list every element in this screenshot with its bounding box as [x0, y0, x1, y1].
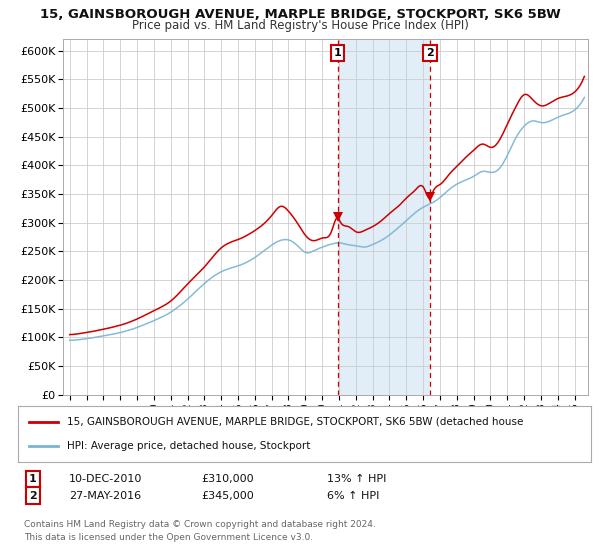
Text: 10-DEC-2010: 10-DEC-2010 [69, 474, 142, 484]
Text: £345,000: £345,000 [201, 491, 254, 501]
Text: 2: 2 [29, 491, 37, 501]
Text: 27-MAY-2016: 27-MAY-2016 [69, 491, 141, 501]
Text: 1: 1 [29, 474, 37, 484]
Text: 2: 2 [426, 48, 434, 58]
Bar [338, 39, 430, 395]
Text: HPI: Average price, detached house, Stockport: HPI: Average price, detached house, Stoc… [67, 441, 310, 451]
Text: Contains HM Land Registry data © Crown copyright and database right 2024.
This d: Contains HM Land Registry data © Crown c… [24, 520, 376, 542]
Text: 1: 1 [334, 48, 341, 58]
Text: Price paid vs. HM Land Registry's House Price Index (HPI): Price paid vs. HM Land Registry's House … [131, 19, 469, 32]
Text: 15, GAINSBOROUGH AVENUE, MARPLE BRIDGE, STOCKPORT, SK6 5BW (detached house: 15, GAINSBOROUGH AVENUE, MARPLE BRIDGE, … [67, 417, 523, 427]
Text: 15, GAINSBOROUGH AVENUE, MARPLE BRIDGE, STOCKPORT, SK6 5BW: 15, GAINSBOROUGH AVENUE, MARPLE BRIDGE, … [40, 8, 560, 21]
Text: £310,000: £310,000 [201, 474, 254, 484]
Text: 6% ↑ HPI: 6% ↑ HPI [327, 491, 379, 501]
Text: 13% ↑ HPI: 13% ↑ HPI [327, 474, 386, 484]
